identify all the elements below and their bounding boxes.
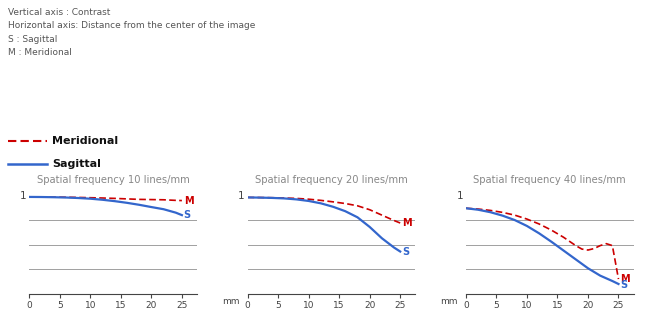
Title: Spatial frequency 20 lines/mm: Spatial frequency 20 lines/mm [255,175,408,185]
Text: M: M [184,196,193,206]
Title: Spatial frequency 10 lines/mm: Spatial frequency 10 lines/mm [37,175,190,185]
Text: Meridional: Meridional [52,136,118,146]
Text: S: S [402,247,409,257]
Text: M: M [402,218,411,228]
Text: S: S [184,210,191,220]
Text: M: M [620,274,630,284]
Text: Vertical axis : Contrast
Horizontal axis: Distance from the center of the image
: Vertical axis : Contrast Horizontal axis… [8,8,255,57]
Title: Spatial frequency 40 lines/mm: Spatial frequency 40 lines/mm [473,175,626,185]
Text: mm: mm [222,296,240,305]
Text: Sagittal: Sagittal [52,159,101,169]
Text: S: S [620,281,627,290]
Text: mm: mm [441,296,458,305]
